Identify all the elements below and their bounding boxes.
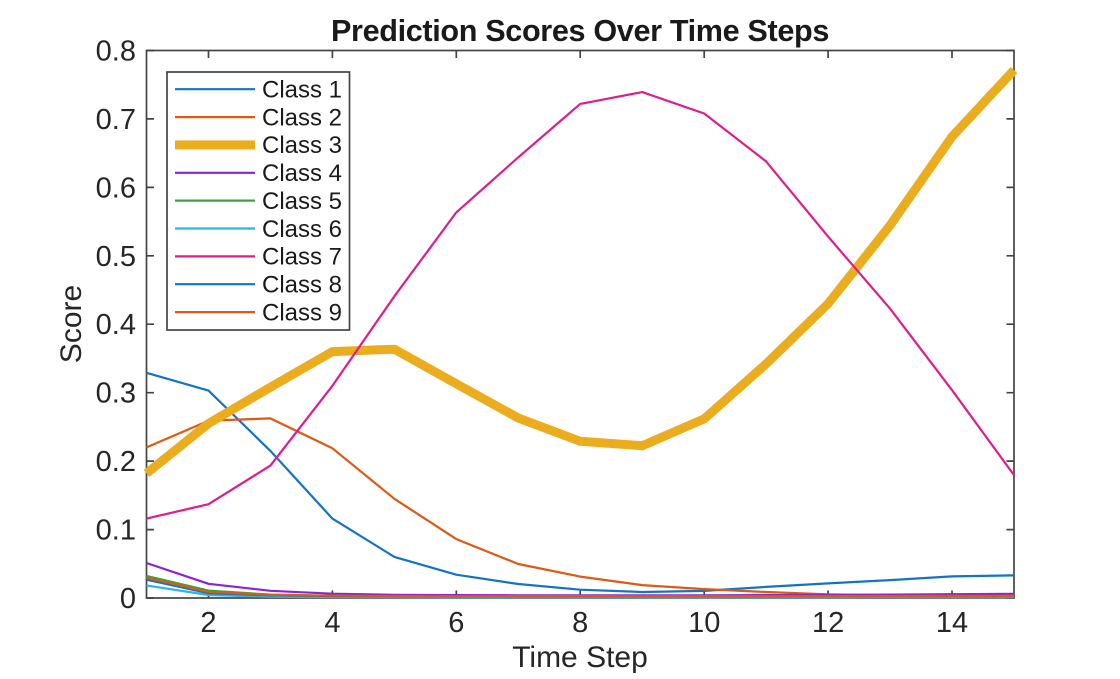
svg-text:Score: Score: [55, 285, 88, 363]
svg-text:Class 2: Class 2: [262, 104, 342, 131]
svg-text:0.6: 0.6: [96, 172, 136, 204]
svg-text:Time Step: Time Step: [512, 641, 648, 674]
svg-text:Class 6: Class 6: [262, 216, 342, 243]
svg-text:Prediction Scores Over Time St: Prediction Scores Over Time Steps: [331, 14, 829, 48]
svg-text:2: 2: [200, 607, 216, 639]
svg-text:0.8: 0.8: [96, 36, 136, 68]
svg-text:Class 3: Class 3: [262, 132, 342, 159]
svg-text:Class 5: Class 5: [262, 188, 342, 215]
svg-text:12: 12: [812, 607, 844, 639]
svg-text:0.4: 0.4: [96, 309, 136, 341]
svg-text:8: 8: [572, 607, 588, 639]
svg-text:0.7: 0.7: [96, 104, 136, 136]
svg-text:0.5: 0.5: [96, 241, 136, 273]
svg-text:10: 10: [688, 607, 720, 639]
svg-text:0.1: 0.1: [96, 515, 136, 547]
svg-text:0.3: 0.3: [96, 378, 136, 410]
svg-text:6: 6: [448, 607, 464, 639]
svg-text:14: 14: [936, 607, 968, 639]
svg-text:Class 9: Class 9: [262, 299, 342, 326]
svg-text:4: 4: [324, 607, 340, 639]
svg-text:0: 0: [120, 583, 136, 615]
svg-text:0.2: 0.2: [96, 446, 136, 478]
svg-text:Class 4: Class 4: [262, 160, 342, 187]
svg-text:Class 8: Class 8: [262, 272, 342, 299]
svg-text:Class 1: Class 1: [262, 77, 342, 104]
svg-text:Class 7: Class 7: [262, 244, 342, 271]
